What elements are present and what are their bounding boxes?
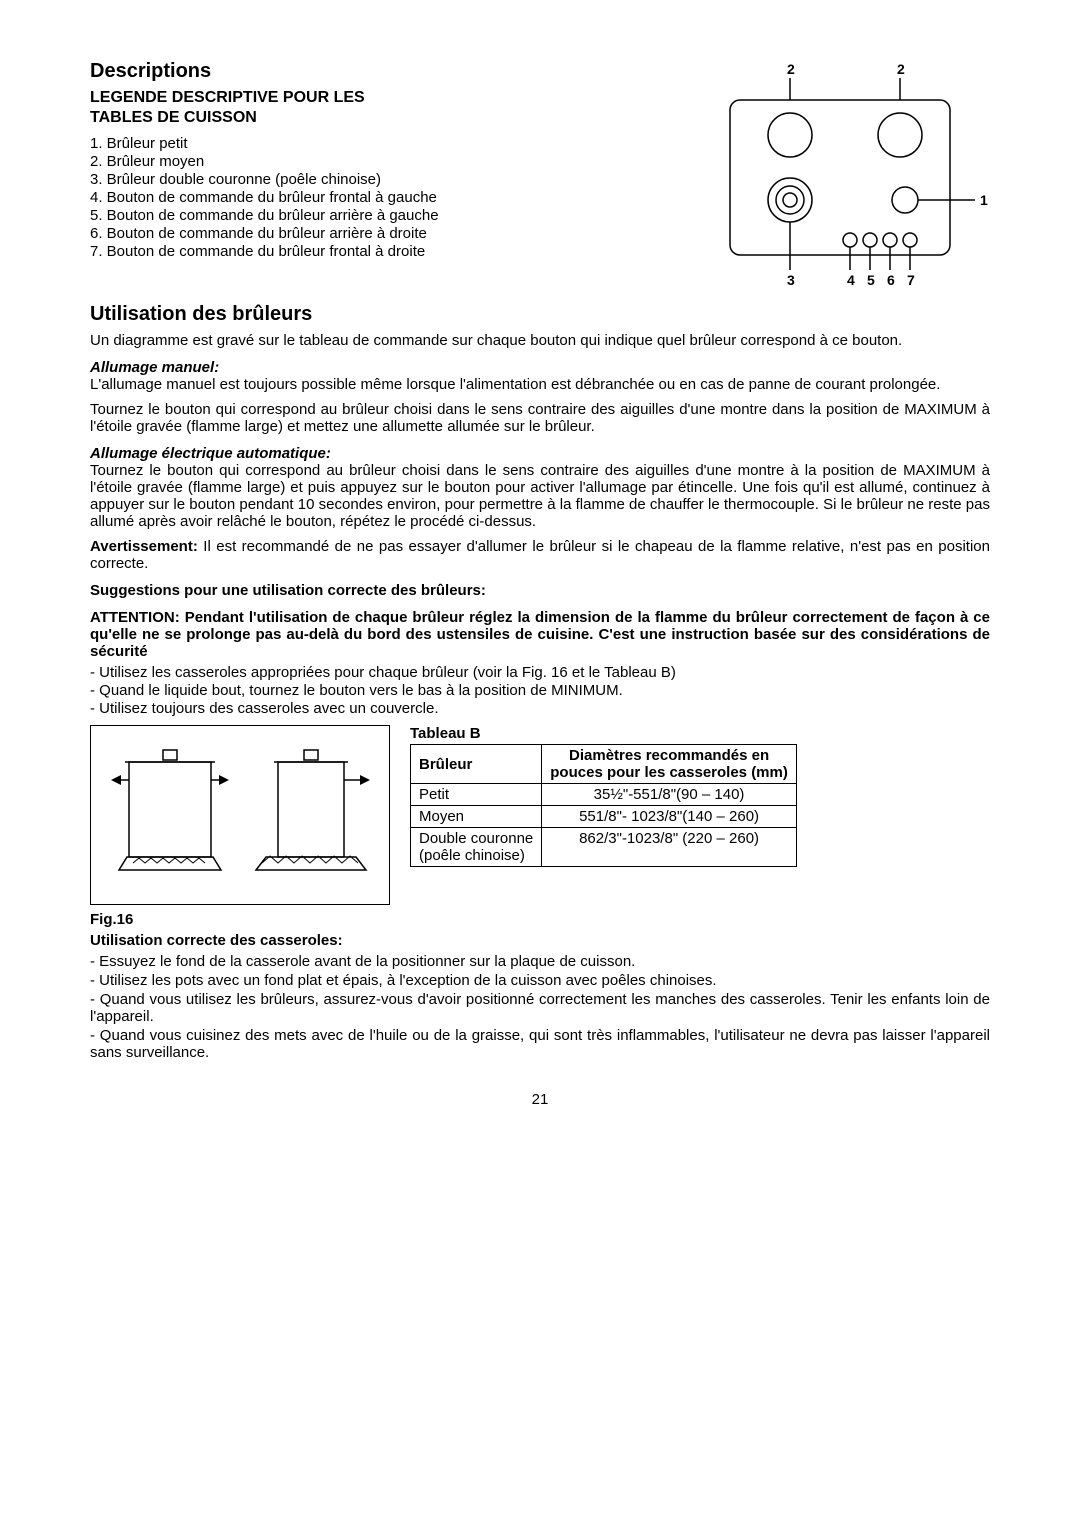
heading-legende-2: TABLES DE CUISSON <box>90 109 660 127</box>
heading-suggestions: Suggestions pour une utilisation correct… <box>90 582 990 599</box>
table-cell: Double couronne (poêle chinoise) <box>411 828 542 867</box>
table-b-header-bruleur: Brûleur <box>411 745 542 784</box>
diagram-label-1: 1 <box>980 192 988 208</box>
table-b: Brûleur Diamètres recommandés en pouces … <box>410 744 797 867</box>
diagram-label-7: 7 <box>907 272 915 288</box>
para-avertissement: Avertissement: Il est recommandé de ne p… <box>90 538 990 572</box>
table-cell-line1: Double couronne <box>419 830 533 847</box>
suggestion-bullet: - Quand le liquide bout, tournez le bout… <box>90 682 990 699</box>
para-diagramme: Un diagramme est gravé sur le tableau de… <box>90 332 990 349</box>
table-b-header-diametre: Diamètres recommandés en pouces pour les… <box>542 745 797 784</box>
diagram-label-5: 5 <box>867 272 875 288</box>
para-allumage-manuel-2: Tournez le bouton qui correspond au brûl… <box>90 401 990 435</box>
diagram-label-2a: 2 <box>787 61 795 77</box>
casserole-bullet: - Quand vous cuisinez des mets avec de l… <box>90 1027 990 1061</box>
numbered-item: 6. Bouton de commande du brûleur arrière… <box>90 225 660 242</box>
casserole-diagram <box>90 725 390 905</box>
casserole-bullet: - Utilisez les pots avec un fond plat et… <box>90 972 990 989</box>
casserole-bullet: - Quand vous utilisez les brûleurs, assu… <box>90 991 990 1025</box>
table-cell: Moyen <box>411 806 542 828</box>
top-row: Descriptions LEGENDE DESCRIPTIVE POUR LE… <box>90 60 990 295</box>
heading-descriptions: Descriptions <box>90 60 660 83</box>
table-b-caption: Tableau B <box>410 725 797 742</box>
heading-utilisation-casseroles: Utilisation correcte des casseroles: <box>90 932 990 949</box>
numbered-item: 4. Bouton de commande du brûleur frontal… <box>90 189 660 206</box>
numbered-item: 3. Brûleur double couronne (poêle chinoi… <box>90 171 660 188</box>
suggestion-bullet: - Utilisez les casseroles appropriées po… <box>90 664 990 681</box>
left-column: Descriptions LEGENDE DESCRIPTIVE POUR LE… <box>90 60 660 261</box>
numbered-item: 7. Bouton de commande du brûleur frontal… <box>90 243 660 260</box>
figure-row: Tableau B Brûleur Diamètres recommandés … <box>90 725 990 905</box>
table-b-header-line2: pouces pour les casseroles (mm) <box>550 764 788 781</box>
table-cell: Petit <box>411 784 542 806</box>
avertissement-text: Il est recommandé de ne pas essayer d'al… <box>90 538 990 572</box>
table-cell: 551/8"- 1023/8"(140 – 260) <box>542 806 797 828</box>
avertissement-label: Avertissement: <box>90 538 198 555</box>
page-number: 21 <box>90 1091 990 1108</box>
diagram-label-4: 4 <box>847 272 855 288</box>
para-attention: ATTENTION: Pendant l'utilisation de chaq… <box>90 609 990 660</box>
numbered-item: 1. Brûleur petit <box>90 135 660 152</box>
table-cell-line2: (poêle chinoise) <box>419 847 525 864</box>
diagram-label-3: 3 <box>787 272 795 288</box>
diagram-label-2b: 2 <box>897 61 905 77</box>
table-cell: 35½"-551/8"(90 – 140) <box>542 784 797 806</box>
table-b-wrapper: Tableau B Brûleur Diamètres recommandés … <box>410 725 797 867</box>
suggestion-bullet: - Utilisez toujours des casseroles avec … <box>90 700 990 717</box>
para-allumage-auto: Tournez le bouton qui correspond au brûl… <box>90 462 990 530</box>
heading-utilisation-bruleurs: Utilisation des brûleurs <box>90 303 990 326</box>
table-cell: 862/3"-1023/8" (220 – 260) <box>542 828 797 867</box>
page-root: Descriptions LEGENDE DESCRIPTIVE POUR LE… <box>0 0 1080 1148</box>
numbered-item: 5. Bouton de commande du brûleur arrière… <box>90 207 660 224</box>
diagram-label-6: 6 <box>887 272 895 288</box>
cooktop-diagram: 2 2 1 <box>690 60 990 295</box>
casserole-bullet: - Essuyez le fond de la casserole avant … <box>90 953 990 970</box>
para-allumage-manuel-1: L'allumage manuel est toujours possible … <box>90 376 990 393</box>
table-b-header-line1: Diamètres recommandés en <box>569 747 769 764</box>
heading-allumage-auto: Allumage électrique automatique: <box>90 445 990 462</box>
heading-legende-1: LEGENDE DESCRIPTIVE POUR LES <box>90 89 660 107</box>
fig16-label: Fig.16 <box>90 911 990 928</box>
heading-allumage-manuel: Allumage manuel: <box>90 359 990 376</box>
numbered-item: 2. Brûleur moyen <box>90 153 660 170</box>
